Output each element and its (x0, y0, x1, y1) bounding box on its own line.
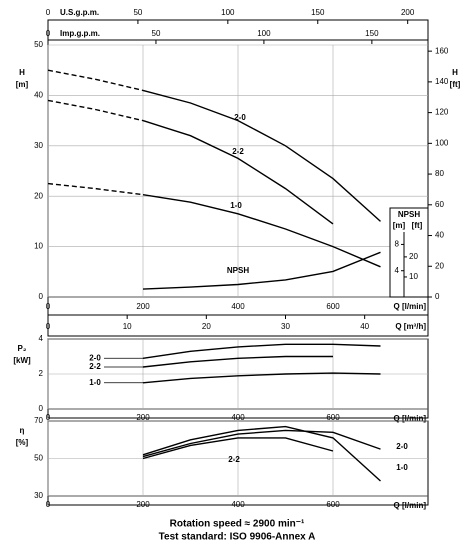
curve-label: 1-0 (396, 463, 408, 472)
curve-label: 2-0 (89, 353, 101, 362)
y-axis-unit: [m] (16, 80, 29, 89)
curve (142, 355, 333, 368)
curve-extrapolated (47, 69, 144, 92)
y-tick-label: 20 (34, 191, 43, 200)
x-axis-label: Q [l/min] (394, 501, 427, 510)
curve (142, 372, 381, 384)
curve-label: 2-2 (232, 147, 244, 156)
x-tick-label: 600 (326, 413, 340, 422)
label-bg (86, 362, 104, 372)
curve-label: 2-0 (234, 113, 246, 122)
y-tick-label: 0 (39, 292, 44, 301)
top-axis-label: U.S.g.p.m. (60, 8, 99, 17)
npsh-unit-ft: [ft] (412, 221, 423, 230)
curve (142, 251, 381, 290)
y-tick-label: 10 (34, 242, 43, 251)
curve (142, 119, 334, 225)
top-axis-tick-label: 50 (133, 8, 142, 17)
y-axis-unit: [%] (16, 438, 29, 447)
y-tick-label: 70 (34, 416, 43, 425)
top-axis-label: Imp.g.p.m. (60, 29, 100, 38)
top-axis-tick-label: 0 (46, 8, 51, 17)
top-axis-tick-label: 0 (46, 29, 51, 38)
npsh-unit-m: [m] (393, 221, 406, 230)
label-bg (86, 377, 104, 388)
npsh-ft-tick-label: 20 (409, 252, 418, 261)
y2-tick-label: 160 (435, 46, 449, 55)
curve-extrapolated (47, 182, 144, 196)
x-tick-label: 0 (46, 302, 51, 311)
x-tick-label: 600 (326, 302, 340, 311)
y-axis-unit: [kW] (13, 356, 31, 365)
x-tick-label: 200 (136, 500, 150, 509)
top-axis-tick-label: 150 (311, 8, 325, 17)
top-axis-tick-label: 100 (257, 29, 271, 38)
curve-label: 2-2 (89, 362, 101, 371)
x-axis-label: Q [l/min] (394, 302, 427, 311)
y-tick-label: 30 (34, 141, 43, 150)
curve (142, 437, 334, 460)
y-tick-label: 0 (39, 404, 44, 413)
curve-label: 2-2 (228, 455, 240, 464)
y-tick-label: 40 (34, 91, 43, 100)
y2-tick-label: 80 (435, 169, 444, 178)
bottom-axis2-tick-label: 40 (360, 322, 369, 331)
bottom-axis2-tick-label: 10 (123, 322, 132, 331)
curve-extrapolated (47, 99, 144, 122)
y-axis-label: H (19, 68, 25, 77)
curve-label: 1-0 (230, 201, 242, 210)
y2-tick-label: 140 (435, 77, 449, 86)
y2-axis-label: H (452, 68, 458, 77)
x-axis-label: Q [l/min] (394, 414, 427, 423)
x-tick-label: 600 (326, 500, 340, 509)
top-axis-tick-label: 150 (365, 29, 379, 38)
top-axis-tick-label: 50 (152, 29, 161, 38)
curve (142, 425, 381, 482)
curve-label: 1-0 (89, 378, 101, 387)
curve (142, 194, 381, 268)
curve (142, 89, 381, 222)
label-bg (86, 353, 104, 364)
y2-tick-label: 120 (435, 108, 449, 117)
curve (142, 343, 381, 359)
x-tick-label: 400 (231, 500, 245, 509)
npsh-ft-tick-label: 10 (409, 272, 418, 281)
bottom-axis2-tick-label: 30 (281, 322, 290, 331)
y2-tick-label: 100 (435, 138, 449, 147)
y2-tick-label: 20 (435, 261, 444, 270)
y2-axis-unit: [ft] (450, 80, 461, 89)
npsh-tick-label: 8 (395, 240, 400, 249)
x-tick-label: 400 (231, 413, 245, 422)
curve-label: NPSH (227, 266, 249, 275)
x-tick-label: 200 (136, 413, 150, 422)
x-tick-label: 0 (46, 500, 51, 509)
y-tick-label: 4 (39, 334, 44, 343)
y2-tick-label: 40 (435, 231, 444, 240)
y2-tick-label: 60 (435, 200, 444, 209)
x-tick-label: 200 (136, 302, 150, 311)
npsh-axis-label: NPSH (398, 210, 420, 219)
x-tick-label: 400 (231, 302, 245, 311)
curve (142, 429, 381, 458)
y-axis-label: η (20, 426, 25, 435)
top-axis-tick-label: 200 (401, 8, 415, 17)
npsh-tick-label: 4 (395, 266, 400, 275)
bottom-axis2-tick-label: 0 (46, 322, 51, 331)
bottom-axis2-tick-label: 20 (202, 322, 211, 331)
y-tick-label: 50 (34, 454, 43, 463)
top-axis-tick-label: 100 (221, 8, 235, 17)
footer-speed: Rotation speed ≈ 2900 min⁻¹ (170, 519, 305, 530)
y-tick-label: 30 (34, 491, 43, 500)
footer-standard: Test standard: ISO 9906-Annex A (159, 532, 316, 543)
curve-label: 2-0 (396, 442, 408, 451)
y-axis-label: P₂ (18, 344, 27, 353)
y-tick-label: 50 (34, 40, 43, 49)
y2-tick-label: 0 (435, 292, 440, 301)
y-tick-label: 2 (39, 369, 44, 378)
x-tick-label: 0 (46, 413, 51, 422)
npsh-box (389, 207, 429, 298)
bottom-axis2-label: Q [m³/h] (395, 322, 426, 331)
